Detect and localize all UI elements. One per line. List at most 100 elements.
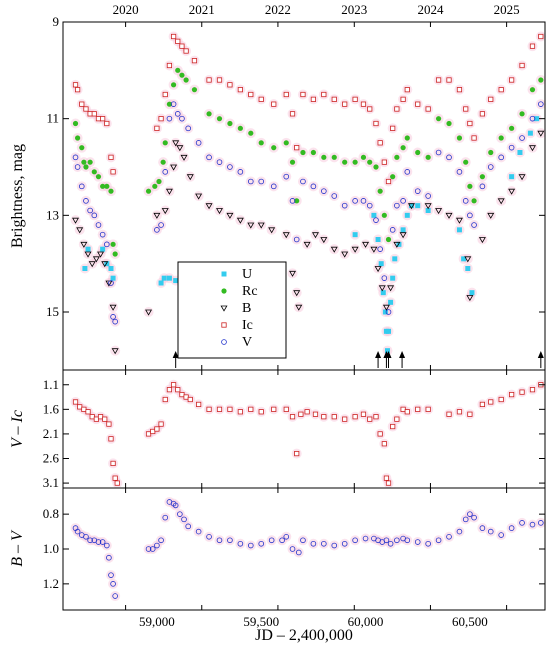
data-point-bv bbox=[112, 593, 118, 599]
data-point-u bbox=[390, 275, 396, 281]
data-point-rc bbox=[283, 140, 289, 146]
data-point-b bbox=[88, 261, 96, 268]
data-point-bv bbox=[310, 540, 317, 547]
data-point-bv bbox=[216, 537, 223, 544]
point-halo bbox=[375, 244, 386, 255]
data-point-u bbox=[382, 309, 388, 315]
point-halo bbox=[454, 215, 465, 226]
point-halo bbox=[281, 171, 292, 182]
data-point-ic bbox=[404, 87, 410, 93]
data-point-v bbox=[487, 164, 494, 170]
event-arrow-head bbox=[385, 351, 392, 358]
legend-label: B bbox=[242, 301, 251, 316]
data-point-u bbox=[425, 208, 431, 213]
data-point-bv bbox=[487, 528, 494, 535]
data-point-ic bbox=[498, 87, 504, 93]
data-point-vic bbox=[289, 414, 296, 420]
data-point-rc bbox=[110, 241, 116, 247]
data-point-vic bbox=[377, 431, 383, 437]
data-point-b bbox=[464, 256, 472, 263]
data-point-bv bbox=[158, 537, 164, 544]
data-point-ic bbox=[360, 101, 367, 107]
data-point-v bbox=[162, 169, 169, 175]
data-point-v bbox=[381, 275, 388, 281]
x-tick-label: 59,500 bbox=[243, 614, 279, 629]
data-point-b bbox=[105, 280, 113, 287]
point-halo bbox=[287, 268, 298, 279]
data-point-rc bbox=[310, 149, 316, 156]
data-point-v bbox=[498, 154, 504, 161]
data-point-vic bbox=[298, 411, 304, 417]
y-tick-label: 11 bbox=[46, 111, 59, 126]
data-point-b bbox=[528, 145, 536, 152]
data-point-v bbox=[99, 231, 106, 238]
event-arrow-head bbox=[375, 351, 382, 358]
data-point-bv bbox=[414, 539, 421, 545]
data-point-vic bbox=[162, 396, 168, 403]
data-point-rc bbox=[152, 183, 158, 189]
data-point-u bbox=[371, 212, 377, 218]
data-point-b bbox=[205, 203, 213, 210]
data-point-ic bbox=[237, 87, 243, 93]
data-point-ic bbox=[79, 101, 85, 107]
data-point-b bbox=[153, 212, 161, 219]
data-point-b bbox=[341, 251, 349, 258]
data-point-bv bbox=[279, 537, 285, 544]
data-point-rc bbox=[456, 135, 463, 141]
point-halo bbox=[143, 307, 154, 317]
point-halo bbox=[245, 220, 256, 230]
v-ic-panel: 1.1 1.6 2.1 2.6 3.1 V – Ic bbox=[9, 369, 546, 490]
point-halo bbox=[402, 166, 413, 177]
point-halo bbox=[74, 224, 85, 235]
data-point-b bbox=[92, 256, 100, 263]
data-point-b bbox=[374, 266, 382, 273]
point-halo bbox=[160, 166, 171, 177]
point-halo bbox=[224, 535, 235, 546]
data-point-ic bbox=[100, 116, 106, 122]
point-halo bbox=[156, 220, 167, 230]
data-point-vic bbox=[85, 409, 91, 415]
data-point-v bbox=[373, 217, 379, 223]
point-halo bbox=[506, 142, 517, 153]
point-halo bbox=[444, 152, 455, 163]
data-point-bv bbox=[172, 502, 179, 509]
data-point-rc bbox=[373, 164, 379, 170]
data-point-bv bbox=[300, 537, 306, 544]
data-point-vic bbox=[237, 409, 243, 415]
data-point-bv bbox=[95, 539, 102, 545]
data-point-b bbox=[311, 232, 319, 239]
point-halo bbox=[433, 535, 444, 546]
data-point-bv bbox=[154, 542, 160, 549]
data-point-vic bbox=[404, 409, 410, 415]
point-halo bbox=[214, 205, 225, 216]
point-halo bbox=[460, 195, 471, 206]
legend-label: Ic bbox=[242, 318, 253, 333]
data-point-rc bbox=[91, 169, 97, 175]
data-point-b bbox=[387, 285, 395, 292]
data-point-ic bbox=[538, 33, 544, 40]
data-point-b bbox=[109, 304, 117, 311]
data-point-rc bbox=[75, 135, 81, 141]
data-point-ic bbox=[300, 91, 306, 98]
data-point-v bbox=[72, 154, 79, 161]
point-halo bbox=[287, 195, 298, 206]
data-point-ic bbox=[377, 140, 383, 146]
data-point-bv bbox=[247, 542, 254, 549]
point-halo bbox=[245, 540, 256, 551]
data-point-vic bbox=[394, 416, 400, 422]
data-point-ic bbox=[373, 120, 379, 127]
point-halo bbox=[339, 200, 350, 211]
data-point-vic bbox=[479, 401, 486, 408]
data-point-b bbox=[435, 208, 443, 215]
point-halo bbox=[329, 540, 340, 551]
point-halo bbox=[224, 210, 235, 221]
data-point-v bbox=[435, 149, 442, 156]
point-halo bbox=[103, 552, 114, 563]
data-point-ic bbox=[271, 101, 277, 107]
point-halo bbox=[318, 538, 329, 549]
data-point-vic bbox=[89, 414, 95, 420]
data-point-u bbox=[509, 174, 515, 180]
point-halo bbox=[454, 526, 465, 537]
data-point-b bbox=[351, 246, 359, 253]
data-point-ic bbox=[463, 106, 469, 112]
